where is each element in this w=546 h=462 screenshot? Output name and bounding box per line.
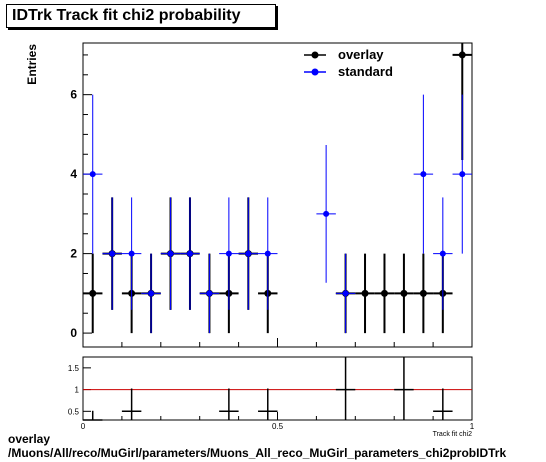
standard-point: [206, 290, 213, 297]
standard-point: [89, 171, 96, 178]
y-tick-label: 0: [70, 326, 77, 340]
legend-standard-label: standard: [338, 64, 393, 79]
overlay-point: [89, 289, 97, 297]
standard-point: [186, 250, 193, 257]
footer-caption: overlay /Muons/All/reco/MuGirl/parameter…: [8, 432, 546, 460]
main-plot-border: [82, 42, 473, 348]
plot-title: IDTrk Track fit chi2 probability: [6, 4, 276, 28]
ratio-plot-marks: [83, 357, 453, 421]
overlay-point: [419, 289, 427, 297]
overlay-point: [400, 289, 408, 297]
main-plot-marks: [83, 43, 472, 334]
ratio-y-tick-label: 1.5: [68, 364, 80, 373]
standard-point: [167, 250, 174, 257]
y-tick-label: 4: [70, 167, 77, 181]
main-plot-frame: [82, 42, 473, 348]
y-tick-label: 2: [70, 247, 77, 261]
ratio-x-tick-label: 1: [470, 422, 475, 431]
legend-overlay-marker: [311, 51, 319, 59]
overlay-point: [361, 289, 369, 297]
ratio-plot-border: [82, 356, 473, 421]
standard-point: [128, 250, 135, 257]
footer-line-1: overlay: [8, 432, 51, 446]
standard-point: [323, 210, 330, 217]
standard-point: [264, 250, 271, 257]
standard-point: [420, 171, 427, 178]
standard-point: [245, 250, 252, 257]
main-plot-axes: 0 2 4 6: [70, 54, 473, 347]
overlay-point: [380, 289, 388, 297]
ratio-plot-frame: [82, 356, 473, 421]
standard-point: [342, 290, 349, 297]
ratio-x-tick-label: 0.5: [272, 422, 284, 431]
ratio-y-tick-label: 1: [75, 386, 80, 395]
standard-point: [225, 250, 232, 257]
x-axis-label: Track fit chi2: [433, 431, 473, 438]
footer-line-2: /Muons/All/reco/MuGirl/parameters/Muons_…: [8, 446, 507, 460]
ratio-x-tick-label: 0: [81, 422, 86, 431]
legend: overlay standard: [304, 47, 393, 79]
y-axis-label: Entries: [25, 44, 39, 85]
y-tick-label: 6: [70, 88, 77, 102]
legend-standard-marker: [311, 68, 319, 76]
legend-overlay-label: overlay: [338, 47, 384, 62]
overlay-point: [458, 51, 466, 59]
standard-point: [109, 250, 116, 257]
standard-point: [459, 171, 466, 178]
ratio-y-tick-label: 0.5: [68, 407, 80, 416]
standard-point: [439, 250, 446, 257]
standard-point: [148, 290, 155, 297]
ratio-plot-axes: 0.511.50 0.5 1: [68, 364, 475, 431]
